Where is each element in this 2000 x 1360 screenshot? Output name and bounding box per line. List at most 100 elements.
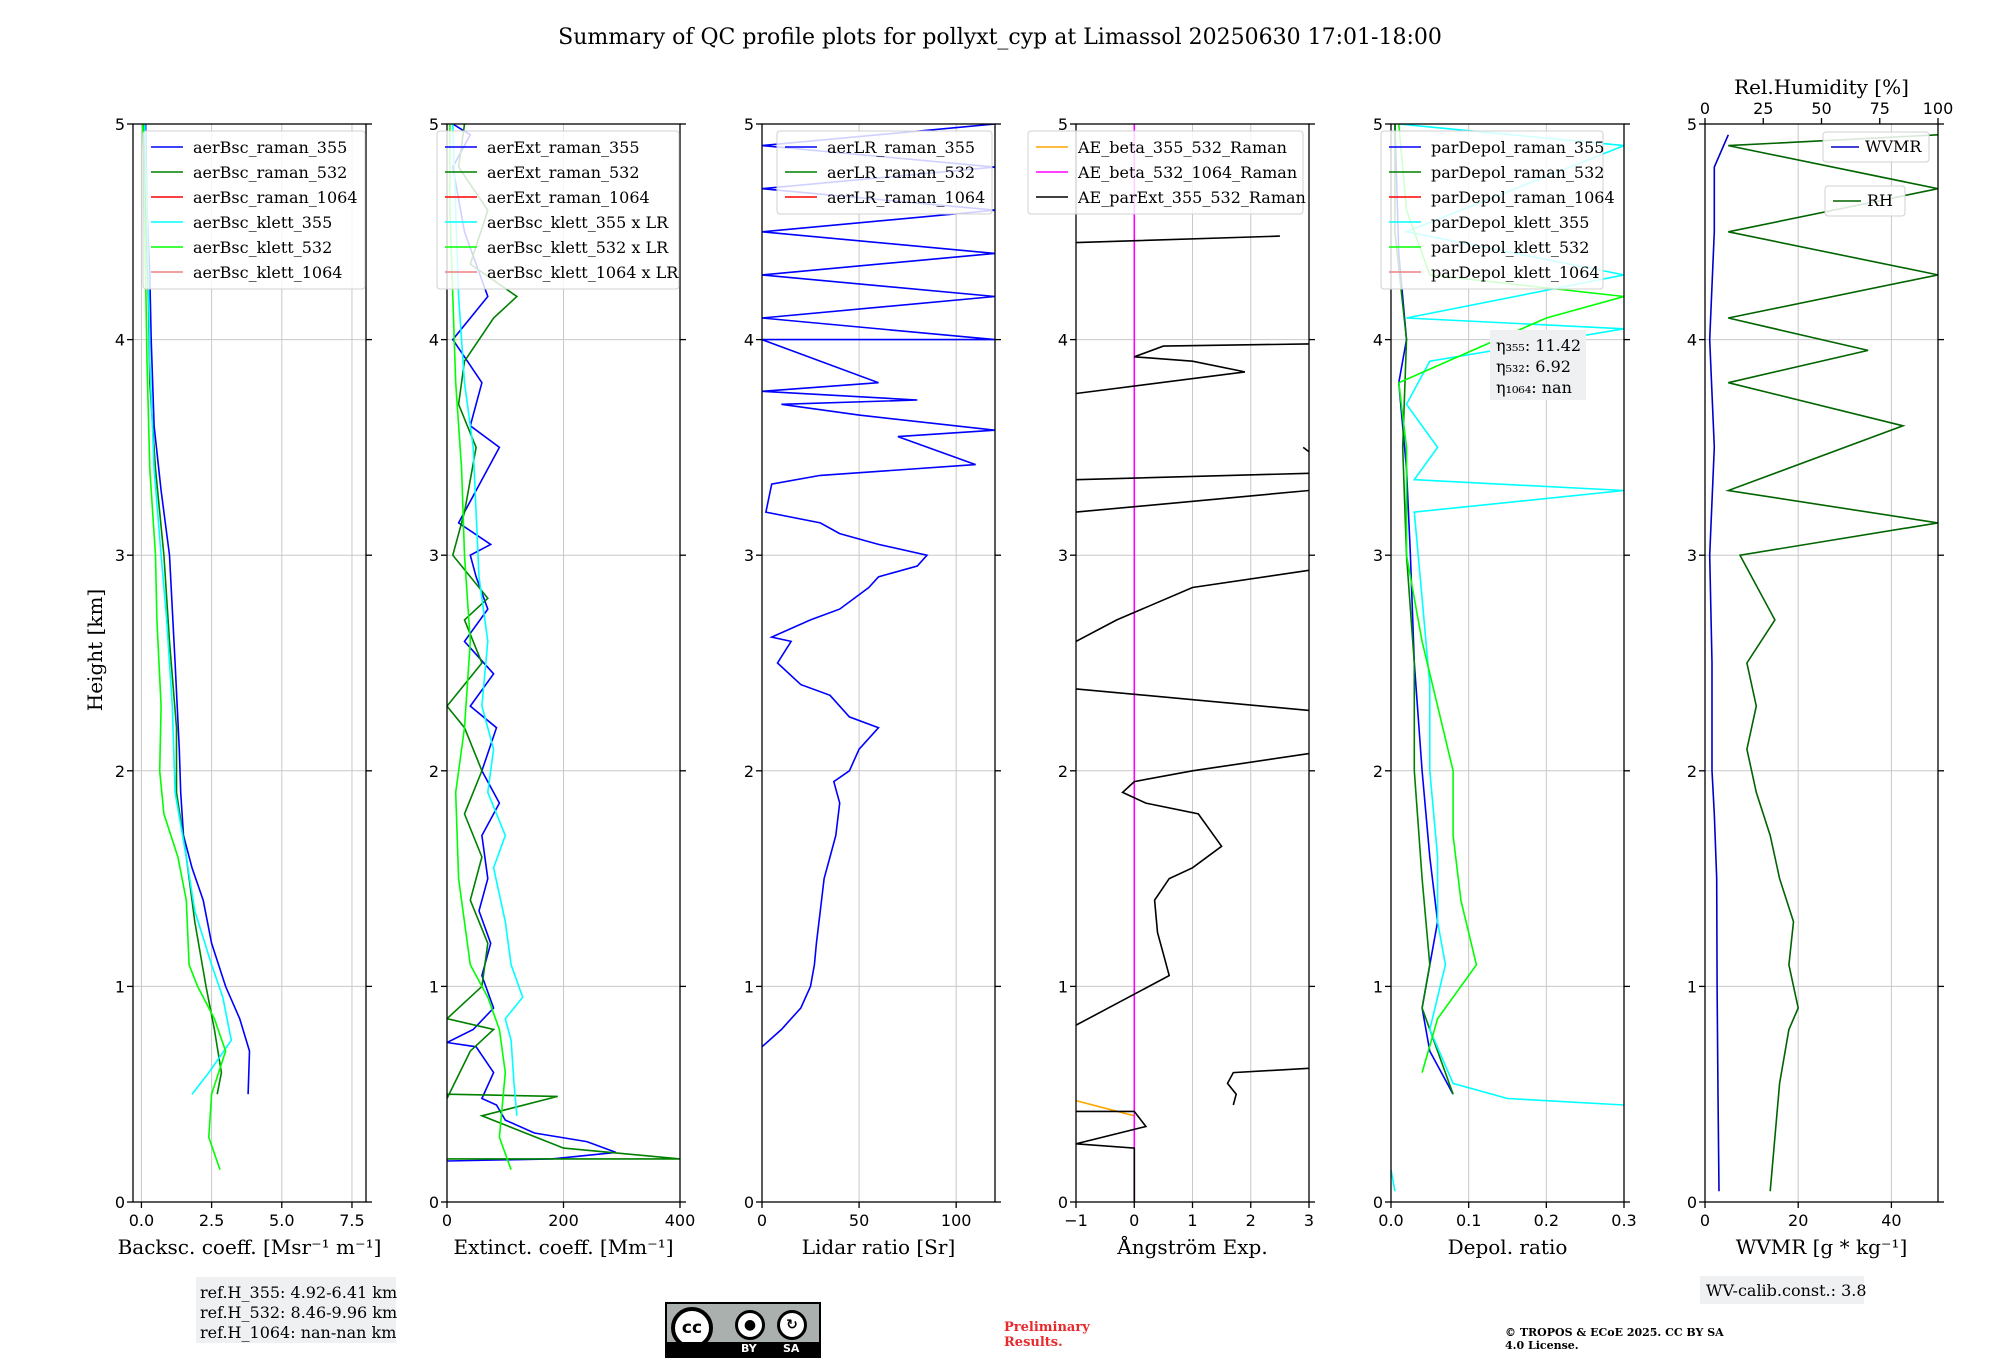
eta-box xyxy=(1490,330,1586,400)
x-axis-label: Lidar ratio [Sr] xyxy=(802,1235,956,1259)
y-tick-label: 0 xyxy=(744,1193,754,1212)
series-line-pardepol-raman-532 xyxy=(1394,124,1454,1095)
legend-label: RH xyxy=(1867,191,1893,210)
panel-frame xyxy=(1390,123,1625,1203)
legend-label: aerLR_raman_355 xyxy=(827,138,975,157)
panel-frame xyxy=(1704,123,1939,1203)
series-group xyxy=(1708,134,1938,1192)
top-x-axis-label: Rel.Humidity [%] xyxy=(1734,75,1909,99)
legend-label: aerLR_raman_532 xyxy=(827,163,975,182)
cc-by-label: BY xyxy=(741,1342,757,1355)
x-axis-label: Ångström Exp. xyxy=(1116,1234,1267,1259)
legend-label: aerBsc_klett_355 xyxy=(193,213,332,232)
legend-label: aerExt_raman_355 xyxy=(487,138,640,157)
y-tick-label: 5 xyxy=(1058,115,1068,134)
series-line-ae-parext-355-532-raman xyxy=(1076,235,1309,1202)
cc-sa-label: SA xyxy=(783,1342,800,1355)
x-tick-label: 0 xyxy=(1700,1211,1710,1230)
y-tick-label: 4 xyxy=(1687,331,1697,350)
ref-height-note: ref.H_355: 4.92-6.41 km ref.H_532: 8.46-… xyxy=(196,1277,397,1343)
share-alike-icon: ↻ xyxy=(777,1310,807,1340)
legend-label: aerExt_raman_532 xyxy=(487,163,640,182)
legend-label: AE_parExt_355_532_Raman xyxy=(1077,188,1306,207)
x-tick-label: 0 xyxy=(757,1211,767,1230)
legend-label: parDepol_klett_532 xyxy=(1431,238,1589,257)
legend-label: AE_beta_532_1064_Raman xyxy=(1077,163,1297,182)
legend-label: WVMR xyxy=(1865,137,1922,156)
by-person-icon: ● xyxy=(735,1310,765,1340)
y-tick-label: 4 xyxy=(115,331,125,350)
legend-label: aerBsc_klett_532 xyxy=(193,238,332,257)
top-x-tick-label: 25 xyxy=(1753,99,1773,118)
ref-height-box xyxy=(196,1277,396,1343)
series-line-ae-beta-355-532-raman xyxy=(1076,1099,1135,1117)
x-tick-label: 50 xyxy=(849,1211,869,1230)
y-tick-label: 2 xyxy=(115,762,125,781)
series-line-aerbsc-klett-532-x-lr xyxy=(449,124,512,1170)
y-tick-label: 2 xyxy=(429,762,439,781)
x-tick-label: 0.0 xyxy=(129,1211,154,1230)
y-tick-label: 5 xyxy=(744,115,754,134)
wv-calib-note: WV-calib.const.: 3.8 xyxy=(1700,1276,1867,1304)
y-tick-label: 3 xyxy=(744,546,754,565)
panel-1: 0 1 2 3 4 5 0.0 2.5 5.0 7.5 Backsc. coeff. [Msr⁻¹ … xyxy=(115,115,382,1259)
legend-box xyxy=(1380,130,1604,290)
legend-box xyxy=(1027,130,1304,215)
panel-5: 0 1 2 3 4 5 0.0 0.1 0.2 0.3 Depol. ratio parDepol_r… xyxy=(1373,115,1637,1259)
y-tick-label: 1 xyxy=(115,977,125,996)
top-x-tick-label: 100 xyxy=(1923,99,1954,118)
legend-box xyxy=(776,130,993,215)
y-tick-label: 4 xyxy=(1058,331,1068,350)
legend-label: aerExt_raman_1064 xyxy=(487,188,650,207)
y-tick-label: 3 xyxy=(1373,546,1383,565)
y-tick-label: 1 xyxy=(1687,977,1697,996)
panel-2: 0 1 2 3 4 5 0 200 400 Extinct. coeff. [Mm⁻¹] aerEx… xyxy=(429,115,695,1259)
legend-label: aerBsc_raman_1064 xyxy=(193,188,358,207)
y-tick-label: 2 xyxy=(1373,762,1383,781)
series-line-aerbsc-klett-532 xyxy=(142,124,227,1170)
y-tick-label: 1 xyxy=(744,977,754,996)
series-line-aerbsc-klett-355 xyxy=(144,124,233,1095)
legend-label: aerBsc_raman_355 xyxy=(193,138,347,157)
y-tick-label: 0 xyxy=(115,1193,125,1212)
panel-frame xyxy=(761,123,996,1203)
series-line-pardepol-klett-355 xyxy=(1391,124,1624,1192)
series-line-aerbsc-raman-355 xyxy=(144,124,251,1095)
legend-label: parDepol_klett_355 xyxy=(1431,213,1589,232)
y-tick-label: 3 xyxy=(1058,546,1068,565)
x-tick-label: 0.2 xyxy=(1534,1211,1559,1230)
top-x-tick-label: 50 xyxy=(1811,99,1831,118)
legend-label: aerBsc_klett_355 x LR xyxy=(487,213,669,232)
preliminary-results-note: Preliminary Results. xyxy=(1004,1320,1090,1350)
y-tick-label: 4 xyxy=(744,331,754,350)
series-line-aerbsc-klett-355-x-lr xyxy=(452,124,524,1116)
wv-calib-text: WV-calib.const.: 3.8 xyxy=(1706,1281,1867,1300)
legend-box xyxy=(1822,131,1930,163)
eta-532: η₅₃₂: 6.92 xyxy=(1496,357,1571,376)
panel-frame xyxy=(132,123,367,1203)
ref-height-532: ref.H_532: 8.46-9.96 km xyxy=(200,1303,397,1322)
eta-355: η₃₅₅: 11.42 xyxy=(1496,336,1581,355)
legend-label: AE_beta_355_532_Raman xyxy=(1077,138,1287,157)
legend-box xyxy=(142,130,366,290)
legend-label: aerLR_raman_1064 xyxy=(827,188,985,207)
y-tick-label: 5 xyxy=(1373,115,1383,134)
x-tick-label: 5.0 xyxy=(269,1211,294,1230)
series-group xyxy=(142,124,251,1170)
legend-box xyxy=(436,130,680,290)
x-axis-label: Backsc. coeff. [Msr⁻¹ m⁻¹] xyxy=(118,1235,382,1259)
x-tick-label: 0.1 xyxy=(1456,1211,1481,1230)
y-tick-label: 1 xyxy=(1373,977,1383,996)
x-tick-label: 1 xyxy=(1187,1211,1197,1230)
ref-height-355: ref.H_355: 4.92-6.41 km xyxy=(200,1283,397,1302)
legend-label: aerBsc_klett_532 x LR xyxy=(487,238,669,257)
series-group xyxy=(762,124,995,1048)
legend-label: aerBsc_raman_532 xyxy=(193,163,347,182)
legend-label: parDepol_raman_355 xyxy=(1431,138,1604,157)
copyright-note: © TROPOS & ECoE 2025. CC BY SA 4.0 Licen… xyxy=(1505,1326,1724,1352)
y-tick-label: 4 xyxy=(429,331,439,350)
x-tick-label: 0.0 xyxy=(1378,1211,1403,1230)
